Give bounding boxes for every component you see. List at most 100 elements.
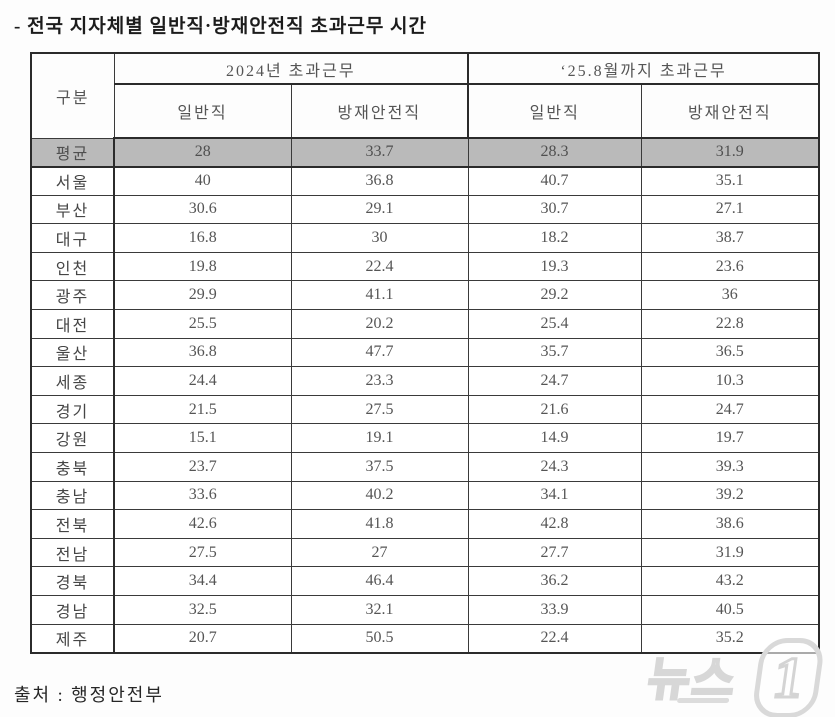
table-row: 충북 23.7 37.5 24.3 39.3 — [30, 452, 820, 482]
region-name-cell: 전남 — [30, 537, 115, 568]
value-cell: 36.8 — [290, 166, 469, 196]
table-row: 경북 34.4 46.4 36.2 43.2 — [30, 566, 820, 596]
value-cell: 36.5 — [640, 337, 820, 368]
group-header-2025: ‘25.8월까지 초과근무 — [467, 52, 820, 85]
table-row: 광주 29.9 41.1 29.2 36 — [30, 280, 820, 311]
sub-header-2024-disaster: 방재안전직 — [290, 83, 469, 139]
value-cell: 50.5 — [290, 623, 469, 654]
value-cell: 30 — [290, 223, 469, 253]
overtime-table: 구분 2024년 초과근무 ‘25.8월까지 초과근무 일반직 방재안전직 일반… — [30, 52, 821, 654]
value-cell: 19.7 — [640, 423, 820, 454]
value-cell: 16.8 — [113, 223, 292, 253]
value-cell: 25.5 — [113, 309, 292, 339]
value-cell: 33.6 — [113, 480, 292, 511]
value-cell: 36.2 — [467, 566, 642, 596]
value-cell: 29.9 — [113, 280, 292, 311]
group-header-2024: 2024년 초과근무 — [113, 52, 469, 85]
region-name-cell: 제주 — [30, 623, 115, 654]
value-cell: 22.4 — [290, 251, 469, 282]
table-row: 세종 24.4 23.3 24.7 10.3 — [30, 366, 820, 396]
table-row: 전북 42.6 41.8 42.8 38.6 — [30, 509, 820, 539]
header-group-row: 구분 2024년 초과근무 ‘25.8월까지 초과근무 — [30, 52, 820, 139]
value-cell: 29.2 — [467, 280, 642, 311]
source-note: 출처 : 행정안전부 — [14, 685, 164, 705]
region-name-cell: 평균 — [30, 137, 115, 168]
region-name-cell: 부산 — [30, 194, 115, 225]
table-row: 대구 16.8 30 18.2 38.7 — [30, 223, 820, 253]
value-cell: 36.8 — [113, 337, 292, 368]
table-row: 전남 27.5 27 27.7 31.9 — [30, 537, 820, 568]
value-cell: 20.7 — [113, 623, 292, 654]
region-name-cell: 경기 — [30, 394, 115, 425]
value-cell: 21.6 — [467, 394, 642, 425]
value-cell: 33.7 — [290, 137, 469, 168]
value-cell: 28 — [113, 137, 292, 168]
value-cell: 33.9 — [467, 595, 642, 625]
value-cell: 20.2 — [290, 309, 469, 339]
value-cell: 35.1 — [640, 166, 820, 196]
value-cell: 34.1 — [467, 480, 642, 511]
corner-header-cell: 구분 — [30, 52, 115, 139]
value-cell: 27.7 — [467, 537, 642, 568]
value-cell: 42.6 — [113, 509, 292, 539]
region-name-cell: 광주 — [30, 280, 115, 311]
value-cell: 27 — [290, 537, 469, 568]
page-title: - 전국 지자체별 일반직·방재안전직 초과근무 시간 — [14, 16, 428, 37]
watermark-text: 뉴스 — [643, 653, 741, 707]
value-cell: 32.1 — [290, 595, 469, 625]
value-cell: 30.6 — [113, 194, 292, 225]
value-cell: 31.9 — [640, 537, 820, 568]
value-cell: 37.5 — [290, 452, 469, 482]
value-cell: 31.9 — [640, 137, 820, 168]
table-row: 서울 40 36.8 40.7 35.1 — [30, 166, 820, 196]
table-row: 제주 20.7 50.5 22.4 35.2 — [30, 623, 820, 654]
value-cell: 22.8 — [640, 309, 820, 339]
value-cell: 19.3 — [467, 251, 642, 282]
value-cell: 29.1 — [290, 194, 469, 225]
region-name-cell: 경북 — [30, 566, 115, 596]
table-row: 대전 25.5 20.2 25.4 22.8 — [30, 309, 820, 339]
region-name-cell: 대전 — [30, 309, 115, 339]
table-row: 울산 36.8 47.7 35.7 36.5 — [30, 337, 820, 368]
value-cell: 18.2 — [467, 223, 642, 253]
value-cell: 38.6 — [640, 509, 820, 539]
value-cell: 32.5 — [113, 595, 292, 625]
region-name-cell: 경남 — [30, 595, 115, 625]
value-cell: 24.4 — [113, 366, 292, 396]
value-cell: 19.8 — [113, 251, 292, 282]
value-cell: 22.4 — [467, 623, 642, 654]
sub-header-2025-disaster: 방재안전직 — [640, 83, 820, 139]
table-header: 구분 2024년 초과근무 ‘25.8월까지 초과근무 일반직 방재안전직 일반… — [30, 52, 820, 139]
table-row: 인천 19.8 22.4 19.3 23.6 — [30, 251, 820, 282]
region-name-cell: 인천 — [30, 251, 115, 282]
table-row: 평균 28 33.7 28.3 31.9 — [30, 137, 820, 168]
region-name-cell: 충북 — [30, 452, 115, 482]
value-cell: 40.2 — [290, 480, 469, 511]
value-cell: 23.7 — [113, 452, 292, 482]
value-cell: 47.7 — [290, 337, 469, 368]
value-cell: 39.2 — [640, 480, 820, 511]
region-name-cell: 전북 — [30, 509, 115, 539]
value-cell: 27.5 — [290, 394, 469, 425]
watermark-underline — [676, 698, 730, 703]
header-sub-row: 일반직 방재안전직 일반직 방재안전직 — [31, 83, 820, 139]
value-cell: 23.3 — [290, 366, 469, 396]
value-cell: 36 — [640, 280, 820, 311]
region-name-cell: 충남 — [30, 480, 115, 511]
value-cell: 28.3 — [467, 137, 642, 168]
sub-header-2024-general: 일반직 — [113, 83, 292, 139]
value-cell: 41.8 — [290, 509, 469, 539]
value-cell: 24.7 — [467, 366, 642, 396]
table-row: 충남 33.6 40.2 34.1 39.2 — [30, 480, 820, 511]
value-cell: 14.9 — [467, 423, 642, 454]
table-row: 경남 32.5 32.1 33.9 40.5 — [30, 595, 820, 625]
table-row: 강원 15.1 19.1 14.9 19.7 — [30, 423, 820, 454]
value-cell: 43.2 — [640, 566, 820, 596]
value-cell: 24.7 — [640, 394, 820, 425]
value-cell: 41.1 — [290, 280, 469, 311]
region-name-cell: 대구 — [30, 223, 115, 253]
news1-watermark-logo: 뉴스 1 — [643, 638, 828, 717]
region-name-cell: 울산 — [30, 337, 115, 368]
region-name-cell: 서울 — [30, 166, 115, 196]
